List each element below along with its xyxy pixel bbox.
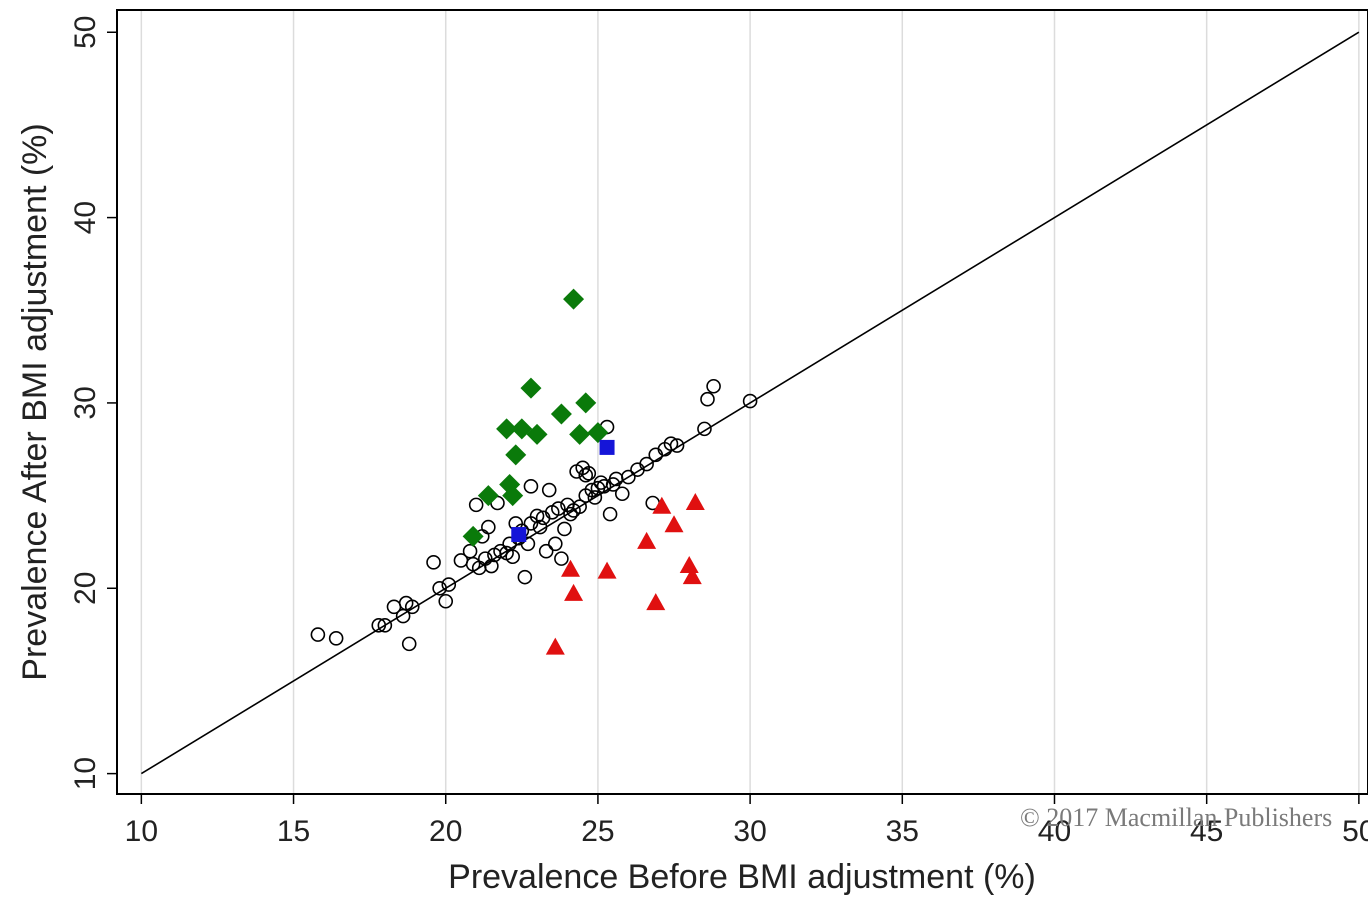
data-point-diamond: [462, 525, 484, 547]
data-point-circle: [520, 536, 536, 552]
data-point-triangle: [646, 593, 666, 611]
y-axis-label: Prevalence After BMI adjustment (%): [16, 123, 54, 680]
x-tick-label: 25: [581, 815, 614, 848]
y-axis-ticks: 10 20 30 40 50: [69, 16, 117, 790]
data-point-circle: [663, 436, 679, 452]
data-point-triangle: [597, 561, 617, 579]
data-point-circle: [377, 618, 393, 633]
x-axis-ticks: 10 15 20 25 30 35 40 45 50: [125, 794, 1368, 848]
copyright-watermark: © 2017 Macmillan Publishers: [1020, 803, 1332, 832]
data-point-circle: [563, 506, 578, 522]
x-tick-label: 20: [429, 815, 462, 848]
data-point-circle: [441, 577, 457, 592]
reference-line-group: [140, 31, 1360, 775]
data-point-circle: [697, 421, 712, 437]
data-point-circle: [538, 543, 554, 559]
data-point-triangle: [682, 567, 702, 585]
data-point-circle: [548, 536, 563, 552]
data-point-circle: [572, 499, 587, 515]
data-point-circle: [669, 438, 685, 453]
data-point-triangle: [685, 493, 705, 511]
data-point-circle: [578, 467, 594, 483]
data-point-diamond: [575, 392, 597, 414]
data-point-circle: [587, 490, 603, 505]
x-axis-label: Prevalence Before BMI adjustment (%): [448, 858, 1036, 896]
y-tick-label: 40: [69, 201, 102, 234]
data-point-circle: [554, 551, 569, 566]
x-tick-label: 15: [277, 815, 310, 848]
data-point-circle: [404, 599, 420, 615]
data-point-circle: [639, 456, 654, 472]
data-point-circle: [468, 497, 484, 513]
x-tick-label: 50: [1342, 815, 1368, 848]
y-tick-label: 10: [69, 757, 102, 790]
data-point-diamond: [502, 485, 524, 507]
data-point-diamond: [505, 444, 527, 466]
data-point-circle: [551, 501, 566, 516]
data-point-diamond: [477, 485, 499, 507]
data-points: [310, 288, 758, 655]
data-point-circle: [602, 506, 618, 522]
data-point-square: [599, 439, 615, 455]
x-tick-label: 35: [886, 815, 919, 848]
data-point-diamond: [520, 377, 542, 399]
x-tick-label: 40: [1038, 815, 1071, 848]
data-point-circle: [310, 627, 326, 642]
data-point-circle: [517, 569, 533, 585]
data-point-circle: [426, 555, 441, 570]
data-point-circle: [432, 580, 447, 596]
data-point-circle: [505, 549, 520, 565]
data-point-square: [511, 527, 527, 543]
data-point-circle: [523, 479, 539, 494]
x-tick-label: 10: [125, 815, 158, 848]
data-point-triangle: [664, 515, 684, 533]
data-point-circle: [532, 519, 548, 535]
data-point-circle: [484, 558, 499, 574]
y-tick-label: 20: [69, 572, 102, 605]
data-point-diamond: [550, 403, 572, 425]
data-point-circle: [401, 636, 417, 652]
data-point-diamond: [499, 473, 521, 495]
plot-frame: [116, 9, 1368, 795]
data-point-diamond: [563, 288, 585, 310]
data-point-circle: [596, 479, 612, 494]
data-point-triangle: [637, 531, 657, 549]
data-point-circle: [581, 466, 597, 481]
data-point-diamond: [526, 423, 548, 445]
data-point-circle: [557, 521, 572, 537]
data-point-circle: [614, 486, 630, 502]
reference-line: [140, 31, 1360, 775]
data-point-circle: [493, 543, 508, 559]
data-point-circle: [742, 393, 758, 409]
data-point-diamond: [587, 422, 609, 444]
data-point-diamond: [569, 423, 591, 445]
data-point-triangle: [545, 637, 565, 655]
y-tick-label: 50: [69, 16, 102, 49]
data-point-circle: [621, 469, 636, 485]
data-point-circle: [706, 378, 721, 394]
data-point-circle: [529, 508, 545, 524]
data-point-triangle: [564, 583, 584, 601]
data-point-triangle: [652, 496, 672, 514]
x-tick-label: 45: [1190, 815, 1223, 848]
data-point-circle: [481, 519, 496, 535]
data-point-circle: [541, 482, 557, 498]
data-point-triangle: [679, 556, 699, 574]
data-point-triangle: [561, 559, 581, 577]
x-tick-label: 30: [733, 815, 766, 848]
data-point-diamond: [496, 418, 518, 440]
data-point-circle: [438, 593, 454, 609]
data-point-circle: [700, 391, 715, 407]
data-point-circle: [328, 631, 344, 646]
data-point-circle: [371, 618, 387, 633]
y-tick-label: 30: [69, 386, 102, 419]
